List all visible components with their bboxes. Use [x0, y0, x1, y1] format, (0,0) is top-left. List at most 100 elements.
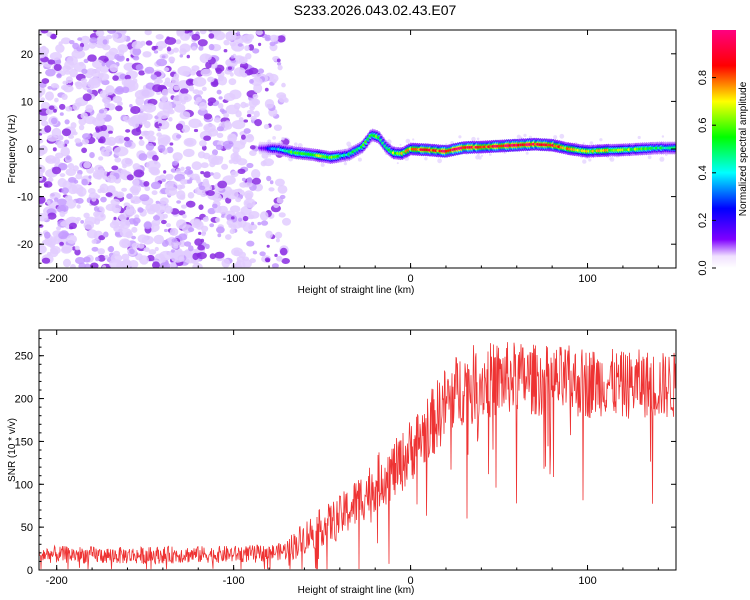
noise-speck — [277, 185, 288, 194]
noise-speck — [141, 235, 154, 245]
noise-speck — [187, 192, 195, 199]
noise-speck — [125, 129, 131, 133]
noise-speck — [99, 136, 106, 144]
noise-speck — [129, 104, 133, 108]
y-tick-label: 150 — [15, 436, 33, 448]
noise-speck — [207, 76, 215, 83]
noise-speck — [45, 157, 52, 163]
ridge-speck — [588, 158, 592, 162]
noise-speck — [101, 79, 110, 86]
noise-speck — [97, 254, 106, 262]
noise-speck — [199, 30, 207, 35]
noise-speck — [216, 126, 224, 132]
noise-speck — [87, 54, 97, 62]
noise-speck — [145, 40, 153, 46]
noise-speck — [282, 217, 291, 226]
noise-speck — [126, 193, 133, 200]
noise-speck — [269, 34, 279, 42]
noise-speck — [279, 247, 288, 256]
noise-speck — [241, 177, 246, 182]
noise-speck — [117, 193, 123, 198]
noise-speck — [86, 229, 98, 239]
noise-speck — [233, 35, 246, 44]
noise-speck — [235, 197, 242, 203]
noise-speck — [241, 72, 248, 78]
noise-speck — [274, 178, 285, 187]
noise-speck — [163, 67, 170, 72]
noise-speck — [130, 106, 141, 114]
noise-speck — [119, 228, 132, 238]
noise-speck — [194, 238, 203, 246]
noise-speck — [114, 157, 122, 163]
noise-speck — [113, 225, 123, 233]
noise-speck — [188, 85, 195, 92]
noise-speck — [47, 212, 57, 220]
noise-speck — [262, 158, 274, 167]
noise-speck — [131, 114, 144, 124]
noise-speck — [278, 94, 287, 103]
noise-speck — [265, 258, 271, 263]
noise-speck — [257, 68, 265, 74]
ridge-speck — [320, 162, 325, 167]
noise-speck — [168, 56, 176, 63]
y-tick-label: 100 — [15, 479, 33, 491]
noise-speck — [130, 196, 142, 204]
noise-speck — [118, 138, 124, 144]
noise-speck — [230, 224, 237, 230]
noise-speck — [53, 63, 62, 71]
noise-speck — [51, 157, 61, 164]
noise-speck — [258, 42, 262, 47]
noise-speck — [152, 261, 160, 268]
figure-title: S233.2026.043.02.43.E07 — [294, 2, 457, 18]
noise-speck — [264, 37, 271, 42]
noise-speck — [173, 244, 179, 249]
noise-speck — [188, 118, 202, 129]
noise-speck — [198, 204, 204, 210]
noise-speck — [113, 146, 129, 157]
noise-speck — [183, 137, 197, 147]
noise-speck — [195, 97, 202, 103]
noise-speck — [83, 220, 95, 230]
noise-speck — [108, 245, 115, 253]
noise-speck — [111, 165, 119, 171]
noise-speck — [48, 238, 57, 247]
noise-speck — [200, 192, 207, 197]
x-tick-label: 100 — [578, 575, 596, 587]
noise-speck — [64, 60, 75, 70]
noise-speck — [115, 86, 124, 93]
noise-speck — [171, 238, 178, 243]
noise-speck — [124, 140, 132, 148]
noise-speck — [88, 175, 92, 179]
noise-speck — [172, 95, 183, 105]
noise-speck — [158, 123, 162, 127]
noise-speck — [105, 145, 112, 153]
noise-speck — [229, 228, 236, 235]
noise-speck — [198, 45, 204, 51]
noise-speck — [131, 226, 138, 233]
noise-speck — [209, 253, 216, 260]
noise-speck — [223, 92, 236, 102]
colorbar-label: Normalized spectral amplitude — [738, 81, 749, 216]
noise-speck — [202, 86, 207, 92]
noise-speck — [245, 53, 252, 60]
noise-speck — [227, 66, 232, 70]
noise-speck — [111, 203, 122, 214]
noise-speck — [45, 68, 56, 77]
noise-speck — [156, 58, 168, 67]
noise-speck — [40, 30, 49, 34]
noise-speck — [143, 221, 152, 230]
noise-speck — [103, 58, 109, 62]
noise-speck — [240, 101, 247, 109]
noise-speck — [184, 169, 194, 175]
noise-speck — [188, 245, 194, 252]
noise-speck — [59, 173, 66, 178]
noise-speck — [153, 215, 160, 221]
noise-speck — [82, 133, 91, 140]
noise-speck — [161, 257, 166, 263]
noise-speck — [47, 177, 54, 182]
noise-speck — [184, 241, 192, 247]
noise-speck — [46, 200, 51, 205]
noise-speck — [126, 58, 130, 62]
noise-speck — [193, 219, 201, 228]
noise-speck — [86, 89, 92, 93]
